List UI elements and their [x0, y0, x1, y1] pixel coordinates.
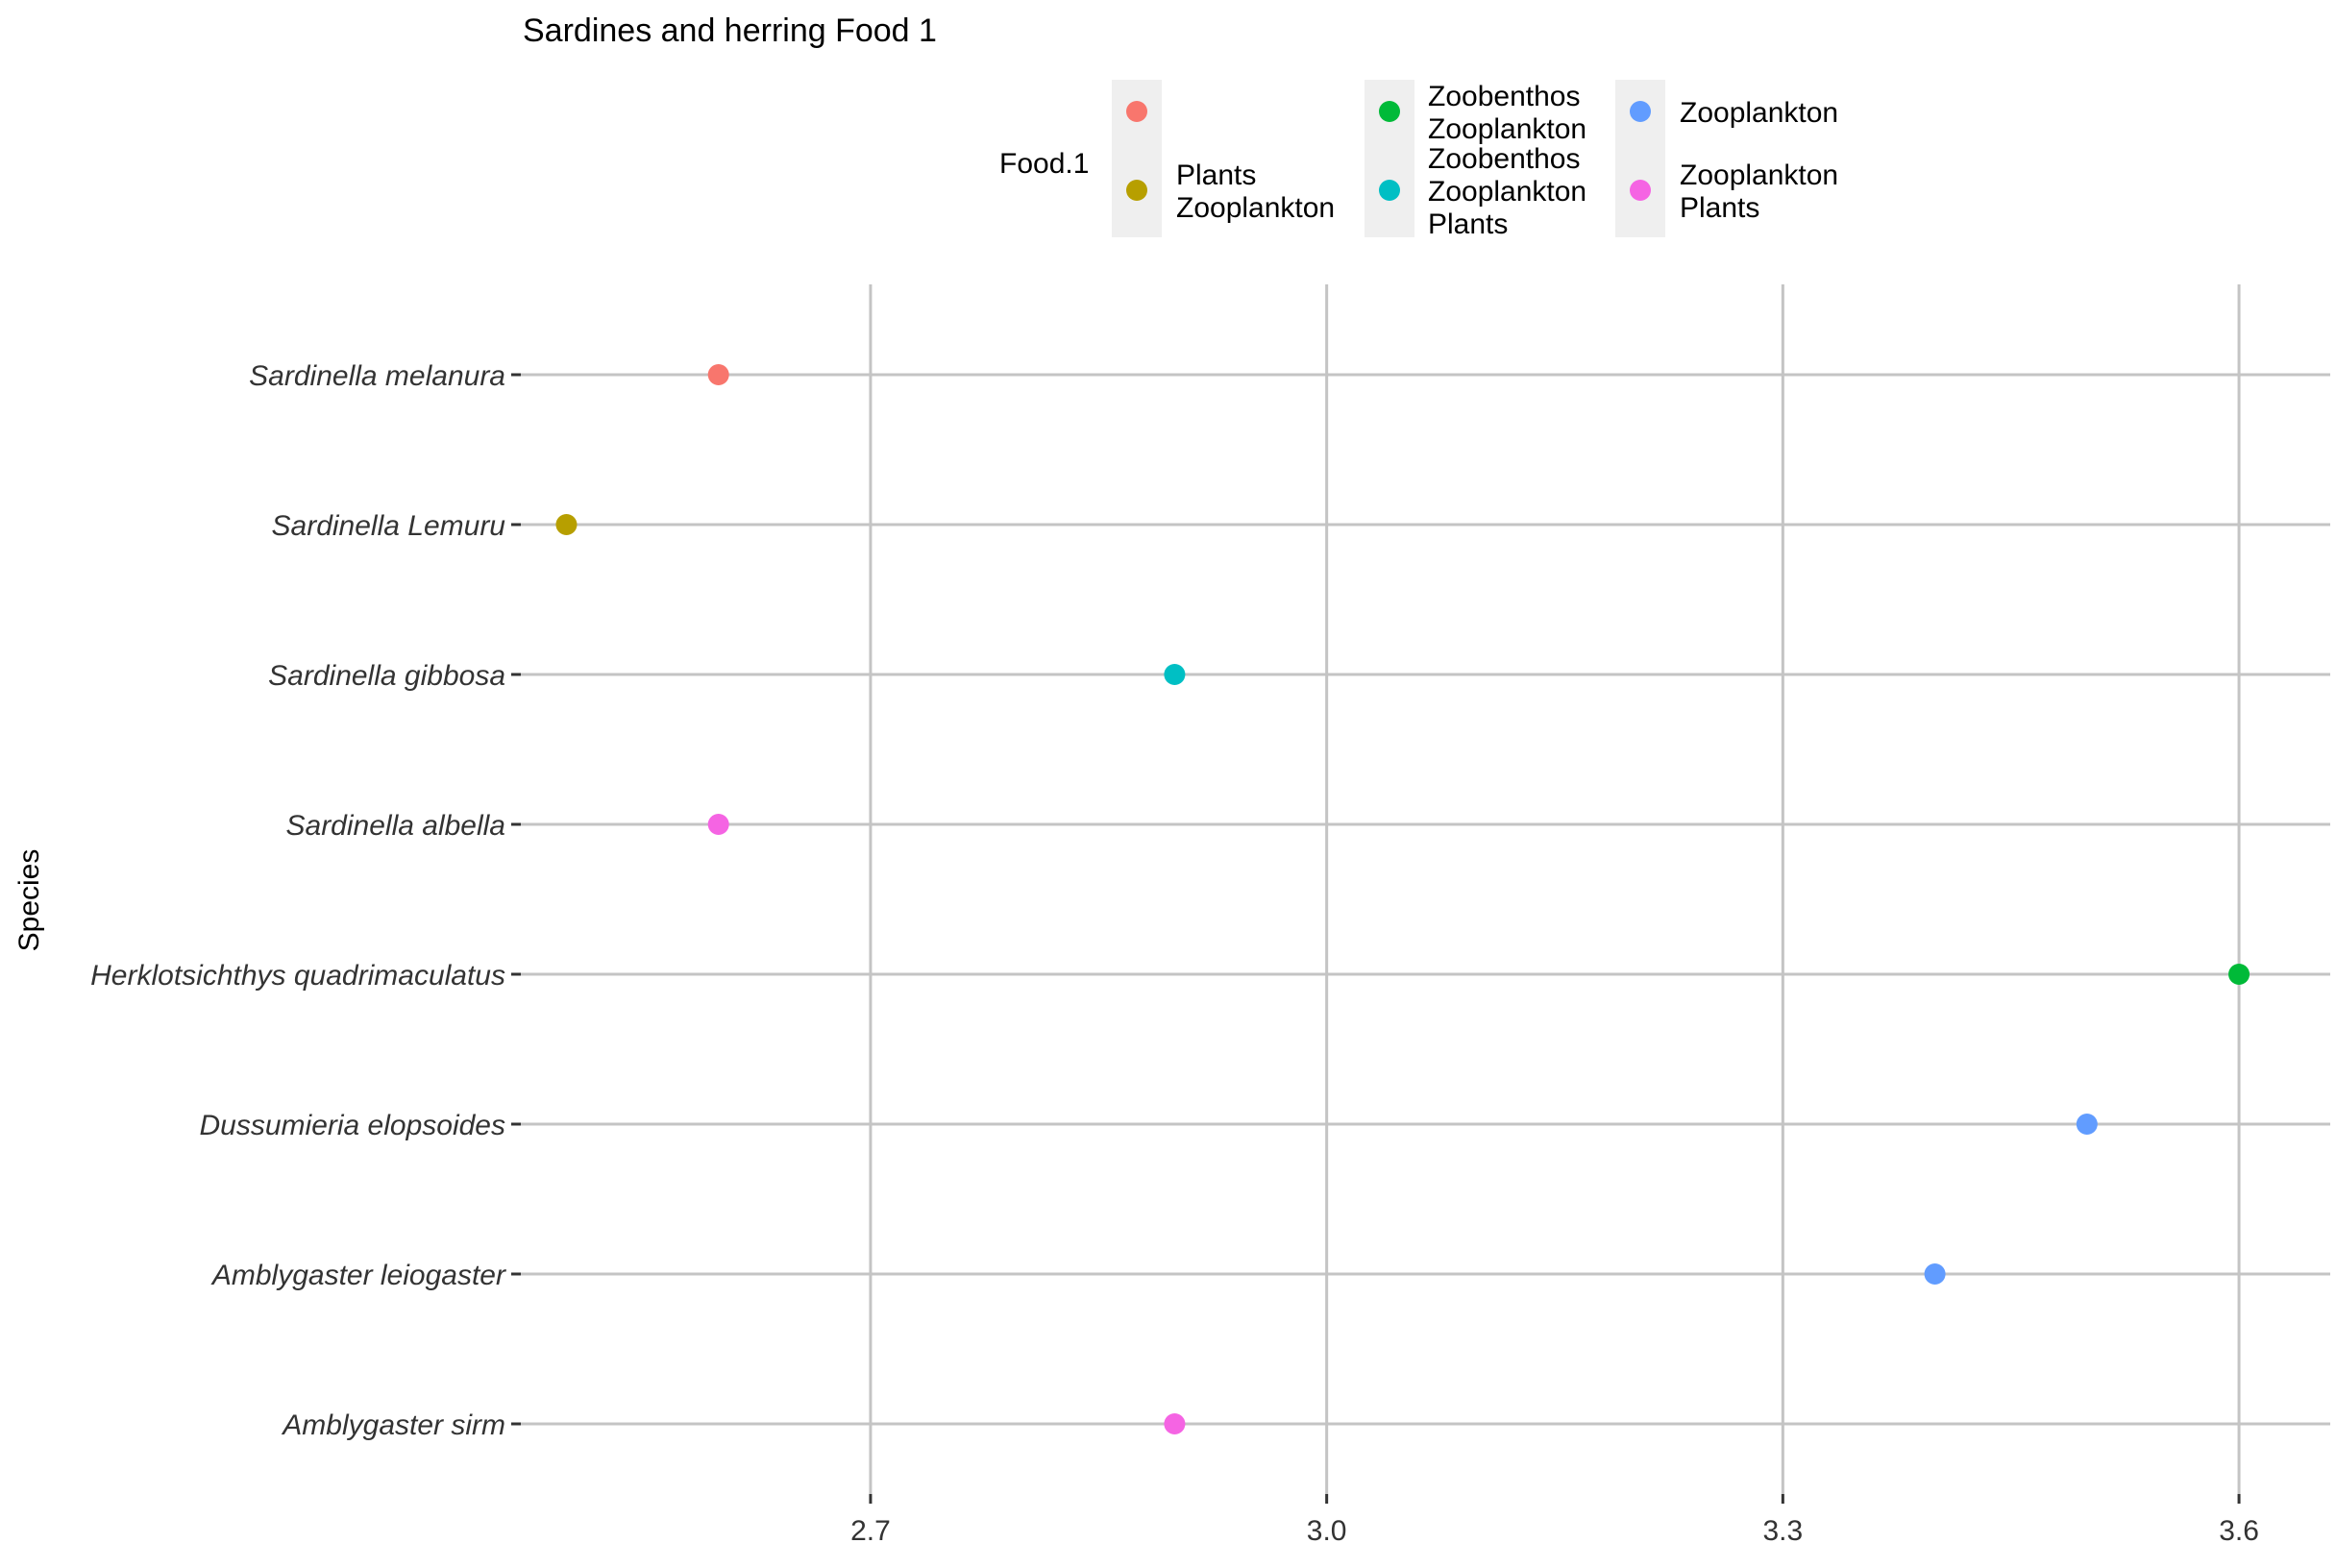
legend-key-swatch [1630, 180, 1651, 201]
data-point [1164, 664, 1186, 685]
y-tick-label: Sardinella Lemuru [272, 510, 506, 542]
legend-key-swatch [1126, 101, 1147, 122]
data-point [555, 514, 578, 535]
legend-entry-label: Zooplankton [1680, 159, 1838, 191]
data-point [1164, 1413, 1186, 1434]
legend-key-swatch [1379, 101, 1400, 122]
y-tick-label: Herklotsichthys quadrimaculatus [90, 960, 505, 992]
x-tick-label: 3.0 [1307, 1515, 1347, 1547]
chart-title: Sardines and herring Food 1 [523, 12, 937, 49]
legend-entry-label: Zooplankton [1428, 113, 1586, 145]
legend-key-swatch [1126, 180, 1147, 201]
y-axis-title: Species [13, 849, 45, 952]
legend-key-swatch [1379, 180, 1400, 201]
legend-title: Food.1 [999, 148, 1089, 180]
data-point [1924, 1263, 1946, 1285]
legend-entry-label: Plants [1680, 192, 1759, 224]
y-tick-label: Sardinella melanura [249, 360, 505, 392]
data-point [2076, 1114, 2098, 1135]
x-tick-label: 2.7 [850, 1515, 891, 1547]
legend-entry-label: Zooplankton [1680, 97, 1838, 129]
x-tick-label: 3.6 [2219, 1515, 2259, 1547]
y-tick-label: Sardinella gibbosa [268, 660, 505, 692]
y-tick-label: Amblygaster leiogaster [210, 1260, 506, 1291]
legend: Food.1 PlantsZooplanktonZoobenthosZoopla… [999, 80, 1838, 240]
data-point [707, 364, 729, 385]
legend-entry-label: Zooplankton [1176, 192, 1335, 224]
plot-area: 2.7 3.0 3.3 3.6 Sardinella melanura Sardinell… [90, 284, 2330, 1547]
y-tick-label: Dussumieria elopsoides [200, 1110, 506, 1141]
data-point [2228, 964, 2250, 985]
legend-entry-label: Plants [1428, 208, 1508, 240]
x-tick-label: 3.3 [1762, 1515, 1803, 1547]
legend-entry-label: Zooplankton [1428, 176, 1586, 208]
legend-entry-label: Plants [1176, 159, 1256, 191]
legend-entry-label: Zoobenthos [1428, 81, 1580, 112]
legend-key-swatch [1630, 101, 1651, 122]
y-tick-label: Amblygaster sirm [281, 1409, 505, 1441]
y-tick-label: Sardinella albella [286, 810, 506, 842]
data-point [707, 814, 729, 835]
legend-entry-label: Zoobenthos [1428, 143, 1580, 175]
